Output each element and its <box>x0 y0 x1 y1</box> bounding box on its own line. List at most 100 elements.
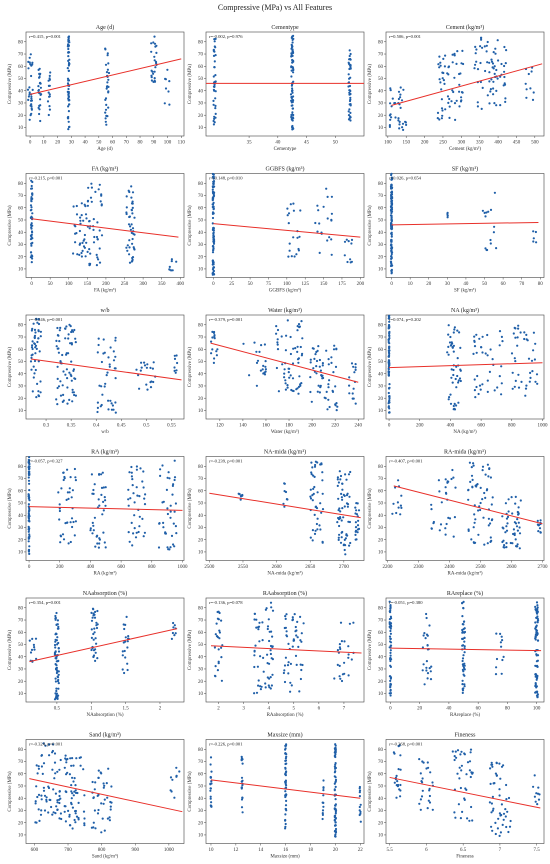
scatter-point <box>37 767 41 770</box>
scatter-point <box>493 72 496 75</box>
scatter-point <box>358 809 361 812</box>
scatter-point <box>341 498 344 501</box>
scatter-point <box>461 601 464 605</box>
scatter-points <box>388 600 540 699</box>
scatter-point <box>88 248 91 251</box>
scatter-point <box>339 541 343 544</box>
scatter-point <box>346 503 350 506</box>
scatter-point <box>290 101 293 104</box>
x-tick-label: 300 <box>458 141 466 146</box>
scatter-point <box>525 96 528 99</box>
scatter-point <box>388 320 391 323</box>
scatter-point <box>55 687 58 690</box>
scatter-point <box>469 775 472 779</box>
scatter-point <box>504 100 507 103</box>
scatter-point <box>313 465 317 468</box>
scatter-point <box>209 763 212 766</box>
scatter-point <box>36 321 39 324</box>
scatter-point <box>389 605 392 608</box>
scatter-point <box>397 117 400 120</box>
y-tick-label: 70 <box>378 53 384 58</box>
scatter-point <box>33 646 36 649</box>
scatter-point <box>63 766 66 769</box>
scatter-point <box>481 469 484 472</box>
y-tick-label: 40 <box>18 231 24 236</box>
scatter-point <box>28 456 31 459</box>
scatter-point <box>480 346 483 349</box>
scatter-point <box>88 227 91 230</box>
y-tick-label: 20 <box>18 538 24 543</box>
scatter-point <box>287 212 291 215</box>
scatter-point <box>27 470 30 473</box>
scatter-point <box>126 668 129 672</box>
scatter-point <box>34 368 37 372</box>
scatter-point <box>390 272 393 275</box>
scatter-point <box>510 496 513 499</box>
y-axis-label: Compressive (MPa) <box>368 771 373 811</box>
scatter-point <box>461 644 464 647</box>
scatter-point <box>453 52 456 56</box>
scatter-point <box>461 628 464 632</box>
scatter-point <box>141 517 144 521</box>
scatter-point <box>109 399 112 402</box>
scatter-point <box>450 368 453 371</box>
scatter-point <box>491 795 494 799</box>
scatter-point <box>321 362 324 365</box>
scatter-point <box>217 662 220 665</box>
scatter-point <box>285 770 288 773</box>
scatter-point <box>145 366 148 369</box>
scatter-point <box>446 95 450 98</box>
correlation-annotation: r=-0.324, p=0.001 <box>29 742 63 748</box>
y-axis-label: Compressive (MPa) <box>8 630 13 670</box>
scatter-point <box>334 763 337 766</box>
scatter-point <box>338 646 341 649</box>
subplot-title: Cementype <box>271 25 299 31</box>
scatter-point <box>318 251 321 254</box>
scatter-point <box>481 383 484 386</box>
scatter-point <box>428 794 431 798</box>
scatter-point <box>503 45 506 49</box>
scatter-point <box>213 60 216 63</box>
scatter-point <box>449 393 452 396</box>
scatter-point <box>498 762 501 765</box>
scatter-point <box>138 495 141 498</box>
scatter-point <box>339 647 342 651</box>
scatter-point <box>299 663 302 666</box>
scatter-point <box>56 365 59 368</box>
scatter-point <box>352 621 355 624</box>
scatter-point <box>106 796 109 799</box>
scatter-point <box>489 238 492 242</box>
scatter-point <box>285 799 288 803</box>
scatter-point <box>333 677 336 680</box>
scatter-point <box>96 256 99 259</box>
scatter-point <box>29 651 33 654</box>
scatter-point <box>94 648 97 651</box>
y-tick-label: 60 <box>198 772 204 777</box>
scatter-point <box>98 247 101 250</box>
scatter-point <box>92 638 95 641</box>
scatter-point <box>270 606 273 609</box>
scatter-point <box>448 517 452 520</box>
y-axis-label: Compressive (MPa) <box>8 771 13 811</box>
scatter-point <box>474 52 477 55</box>
scatter-point <box>74 789 77 792</box>
scatter-point <box>284 813 287 816</box>
scatter-point <box>462 654 465 657</box>
y-tick-label: 20 <box>378 680 384 685</box>
y-tick-label: 40 <box>198 797 204 802</box>
scatter-point <box>322 779 325 782</box>
scatter-point <box>391 264 394 267</box>
y-tick-label: 50 <box>198 77 204 82</box>
scatter-point <box>328 236 331 239</box>
plot-frame <box>25 314 185 420</box>
scatter-point <box>340 492 343 495</box>
scatter-point <box>283 482 286 485</box>
y-tick-label: 50 <box>18 785 24 790</box>
scatter-point <box>489 88 492 91</box>
scatter-point <box>461 91 464 94</box>
scatter-point <box>131 484 134 487</box>
scatter-point <box>300 640 303 643</box>
correlation-annotation: r=0.354, p=0.001 <box>29 600 62 606</box>
x-axis-label: GGBFS (kg/m³) <box>269 288 302 294</box>
scatter-point <box>510 352 514 355</box>
